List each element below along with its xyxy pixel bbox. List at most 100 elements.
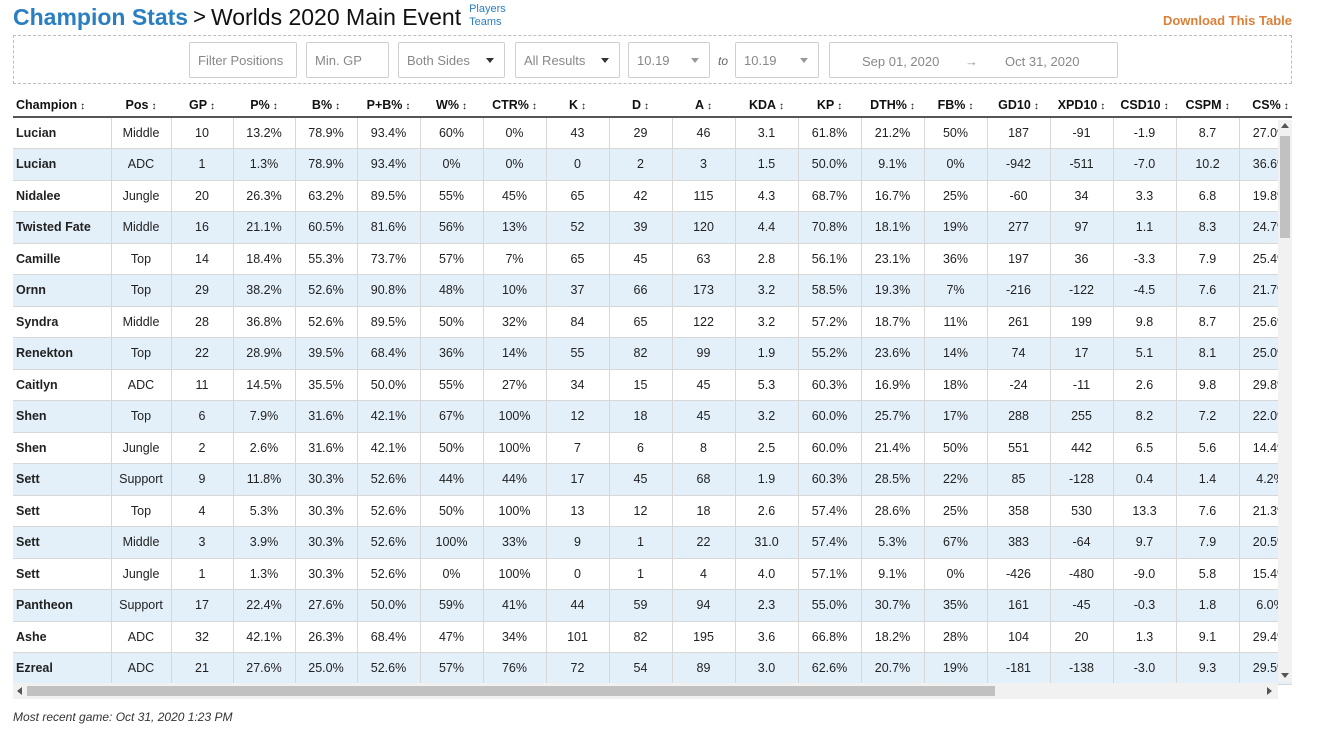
table-cell: 50%	[924, 432, 988, 464]
column-header[interactable]: B% ↕	[295, 93, 357, 118]
sort-icon[interactable]: ↕	[461, 100, 467, 112]
sort-icon[interactable]: ↕	[581, 100, 587, 112]
sort-icon[interactable]: ↕	[779, 100, 785, 112]
champion-cell[interactable]: Shen	[13, 400, 112, 433]
column-header[interactable]: D ↕	[609, 93, 672, 118]
column-header[interactable]: P+B% ↕	[357, 93, 420, 118]
results-select[interactable]: All Results	[515, 42, 620, 78]
teams-link[interactable]: Teams	[469, 16, 502, 28]
scroll-right-icon[interactable]	[1267, 687, 1272, 695]
sort-icon[interactable]: ↕	[837, 100, 843, 112]
patch-from-select[interactable]: 10.19	[628, 42, 710, 78]
sort-icon[interactable]: ↕	[1163, 100, 1169, 112]
date-range-picker[interactable]: Sep 01, 2020 → Oct 31, 2020	[829, 42, 1118, 78]
champion-cell[interactable]: Sett	[13, 463, 112, 496]
column-header[interactable]: Champion ↕	[13, 93, 111, 118]
page-title[interactable]: Champion Stats	[13, 4, 189, 30]
min-gp-input[interactable]: Min. GP	[306, 42, 389, 78]
champion-cell[interactable]: Sett	[13, 495, 112, 527]
champion-cell[interactable]: Renekton	[13, 337, 112, 370]
table-cell: 36%	[420, 337, 484, 370]
table-cell: 52.6%	[295, 274, 358, 307]
champion-cell[interactable]: Nidalee	[13, 180, 112, 212]
sides-select[interactable]: Both Sides	[398, 42, 505, 78]
sort-icon[interactable]: ↕	[405, 100, 411, 112]
column-header[interactable]: Pos ↕	[111, 93, 171, 118]
table-cell: 52.6%	[357, 463, 421, 496]
champion-cell[interactable]: Syndra	[13, 306, 112, 338]
sort-icon[interactable]: ↕	[1224, 100, 1230, 112]
column-header[interactable]: CSPM ↕	[1176, 93, 1239, 118]
download-table-link[interactable]: Download This Table	[1162, 13, 1292, 28]
sort-icon[interactable]: ↕	[151, 100, 157, 112]
champion-cell[interactable]: Pantheon	[13, 589, 112, 622]
champion-cell[interactable]: Twisted Fate	[13, 211, 112, 244]
sort-icon[interactable]: ↕	[272, 100, 278, 112]
champion-cell[interactable]: Ornn	[13, 274, 112, 307]
date-to[interactable]: Oct 31, 2020	[1005, 54, 1080, 69]
champion-cell[interactable]: Sett	[13, 526, 112, 559]
vertical-scrollbar[interactable]	[1278, 120, 1292, 682]
sort-icon[interactable]: ↕	[644, 100, 650, 112]
table-cell: 18.2%	[861, 621, 925, 653]
champion-cell[interactable]: Shen	[13, 432, 112, 464]
horizontal-scroll-thumb[interactable]	[27, 686, 995, 696]
scroll-up-icon[interactable]	[1281, 123, 1289, 128]
column-header[interactable]: GD10 ↕	[987, 93, 1050, 118]
table-cell: 4.4	[735, 211, 799, 244]
sort-icon[interactable]: ↕	[707, 100, 713, 112]
table-cell: 8.7	[1176, 306, 1240, 338]
patch-to-select[interactable]: 10.19	[735, 42, 819, 78]
table-cell: 4	[672, 558, 736, 590]
column-header[interactable]: DTH% ↕	[861, 93, 924, 118]
horizontal-scrollbar[interactable]	[13, 683, 1278, 699]
champion-cell[interactable]: Sett	[13, 558, 112, 590]
table-cell: 2.6%	[233, 432, 296, 464]
sort-icon[interactable]: ↕	[80, 100, 86, 112]
column-header[interactable]: P% ↕	[233, 93, 295, 118]
champion-cell[interactable]: Ezreal	[13, 652, 112, 685]
table-cell: 23.1%	[861, 243, 925, 275]
sort-icon[interactable]: ↕	[210, 100, 216, 112]
column-header[interactable]: XPD10 ↕	[1050, 93, 1113, 118]
table-cell: 27%	[483, 369, 547, 401]
column-header[interactable]: A ↕	[672, 93, 735, 118]
sort-icon[interactable]: ↕	[1283, 100, 1289, 112]
column-header[interactable]: KDA ↕	[735, 93, 798, 118]
column-header-label: Champion	[16, 97, 78, 112]
champion-cell[interactable]: Camille	[13, 243, 112, 275]
scroll-left-icon[interactable]	[17, 687, 22, 695]
filter-positions-input[interactable]: Filter Positions	[189, 42, 297, 78]
column-header[interactable]: CTR% ↕	[483, 93, 546, 118]
column-header-label: CS%	[1252, 97, 1281, 112]
champion-cell[interactable]: Lucian	[13, 148, 112, 181]
column-header[interactable]: K ↕	[546, 93, 609, 118]
date-from[interactable]: Sep 01, 2020	[862, 54, 940, 69]
column-header[interactable]: FB% ↕	[924, 93, 987, 118]
players-link[interactable]: Players	[469, 3, 506, 15]
table-cell: 2.8	[735, 243, 799, 275]
table-cell: 100%	[420, 526, 484, 559]
table-cell: 7.6	[1176, 274, 1240, 307]
column-header[interactable]: CSD10 ↕	[1113, 93, 1176, 118]
sort-icon[interactable]: ↕	[1033, 100, 1039, 112]
sort-icon[interactable]: ↕	[968, 100, 974, 112]
table-cell: 13%	[483, 211, 547, 244]
column-header[interactable]: GP ↕	[171, 93, 233, 118]
column-header-label: GD10	[998, 97, 1031, 112]
column-header[interactable]: KP ↕	[798, 93, 861, 118]
table-cell: 60%	[420, 117, 484, 149]
table-cell: 161	[987, 589, 1051, 622]
sort-icon[interactable]: ↕	[335, 100, 341, 112]
sort-icon[interactable]: ↕	[531, 100, 537, 112]
sort-icon[interactable]: ↕	[1100, 100, 1106, 112]
table-cell: 55%	[420, 180, 484, 212]
champion-cell[interactable]: Caitlyn	[13, 369, 112, 401]
champion-cell[interactable]: Lucian	[13, 117, 112, 149]
champion-cell[interactable]: Ashe	[13, 621, 112, 653]
sort-icon[interactable]: ↕	[909, 100, 915, 112]
column-header[interactable]: CS% ↕	[1239, 93, 1292, 118]
column-header[interactable]: W% ↕	[420, 93, 483, 118]
vertical-scroll-thumb[interactable]	[1280, 136, 1290, 238]
scroll-down-icon[interactable]	[1281, 673, 1289, 678]
